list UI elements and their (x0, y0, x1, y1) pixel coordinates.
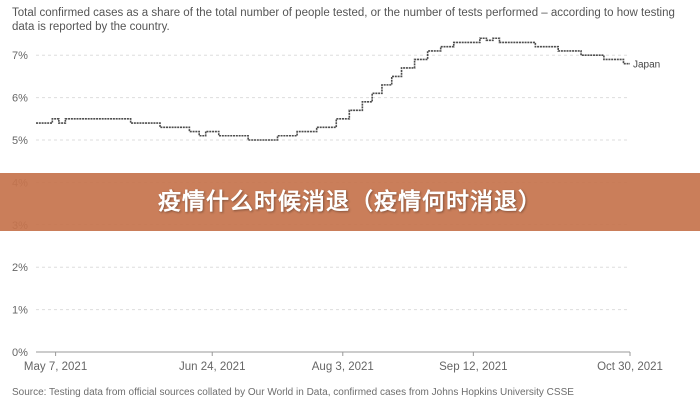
series-lines: Japan (36, 37, 660, 141)
title-banner: 疫情什么时候消退（疫情何时消退） (0, 173, 700, 231)
x-tick-label: Jun 24, 2021 (179, 361, 246, 373)
x-tick-label: May 7, 2021 (24, 361, 87, 373)
series-line-japan (36, 37, 630, 141)
chart-subtitle: Total confirmed cases as a share of the … (12, 7, 675, 33)
chart-source: Source: Testing data from official sourc… (12, 387, 574, 398)
y-tick-label: 0% (12, 347, 28, 359)
y-tick-label: 1% (12, 305, 28, 317)
grid-lines (36, 54, 630, 353)
y-tick-label: 7% (12, 50, 28, 62)
x-tick-label: Oct 30, 2021 (597, 361, 663, 373)
x-tick-label: Aug 3, 2021 (312, 361, 374, 373)
x-axis-labels: May 7, 2021 Jun 24, 2021 Aug 3, 2021 Sep 12… (24, 352, 663, 373)
x-tick-label: Sep 12, 2021 (439, 361, 507, 373)
y-tick-label: 2% (12, 262, 28, 274)
y-tick-label: 6% (12, 93, 28, 105)
y-tick-label: 5% (12, 135, 28, 147)
banner-title: 疫情什么时候消退（疫情何时消退） (158, 189, 542, 215)
series-label: Japan (633, 60, 660, 71)
